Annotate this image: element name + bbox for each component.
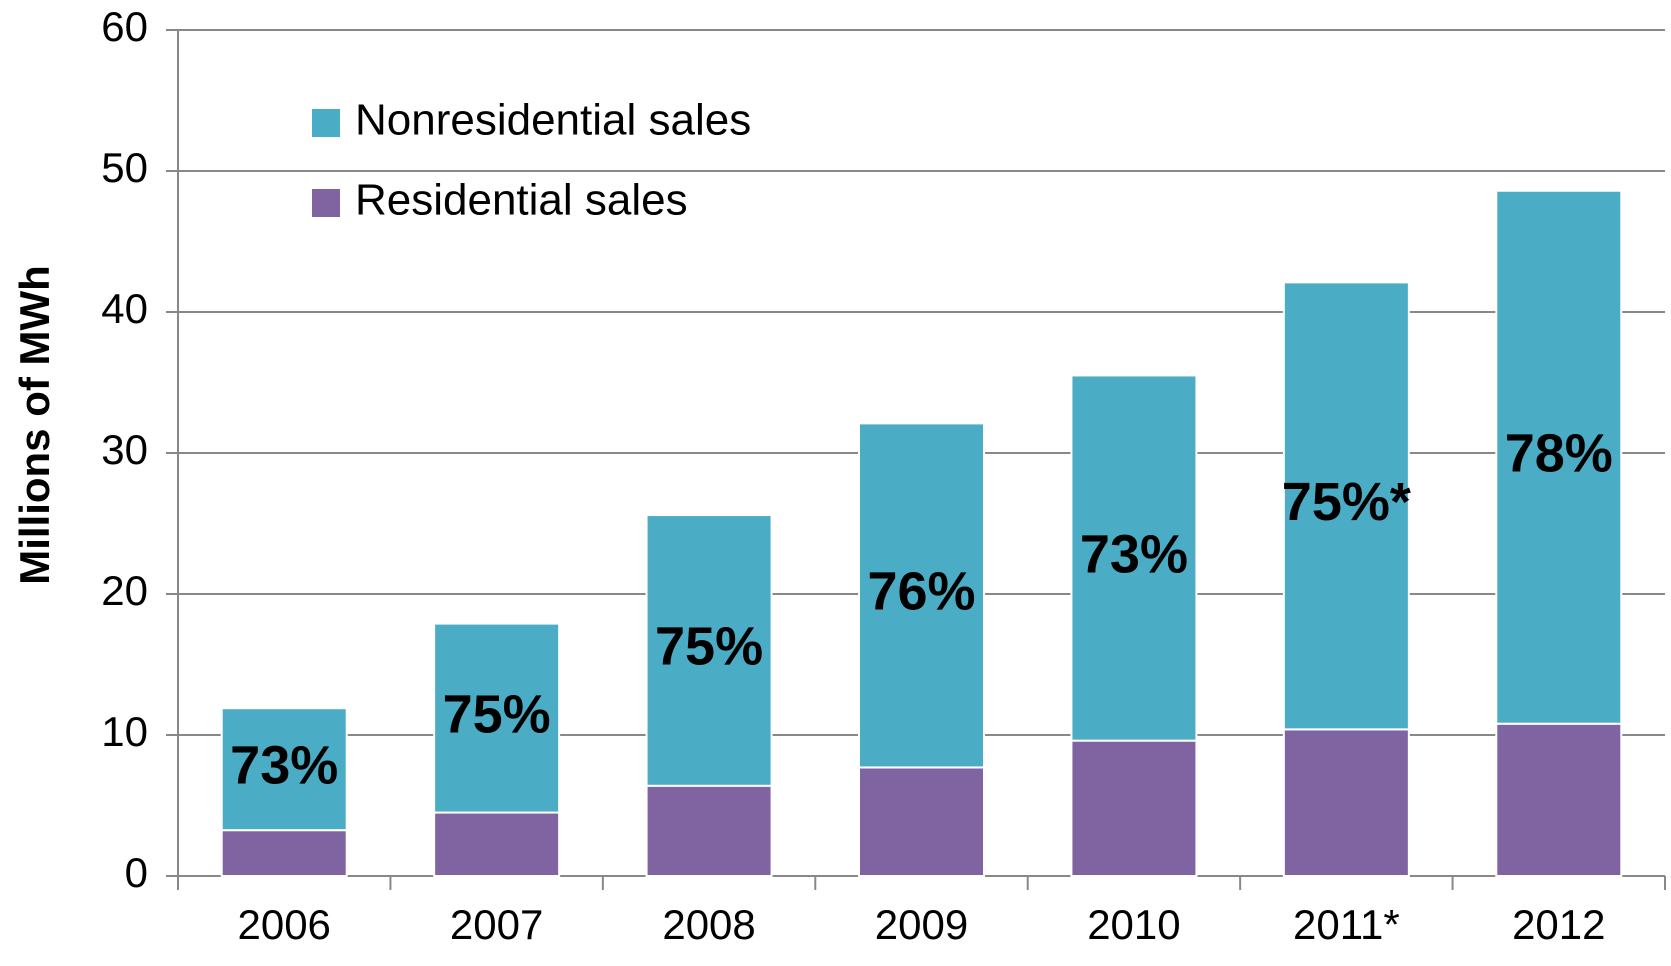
share-label: 76%: [867, 562, 975, 622]
bar-segment: [645, 784, 773, 878]
share-label: 78%: [1505, 423, 1613, 483]
share-label: 75%*: [1282, 472, 1411, 532]
bar-segment: [1070, 739, 1198, 878]
share-label: 73%: [1080, 524, 1188, 584]
y-tick-label: 50: [101, 144, 148, 191]
y-tick-label: 10: [101, 708, 148, 755]
legend-label: Residential sales: [355, 176, 688, 225]
y-axis-label: Millions of MWh: [11, 265, 58, 585]
y-tick-label: 60: [101, 3, 148, 50]
bar-segment: [433, 622, 561, 814]
x-tick-label: 2012: [1512, 901, 1605, 948]
bar-segment: [220, 707, 348, 832]
bar-segment: [645, 514, 773, 787]
bar-segment: [1282, 281, 1410, 731]
bar-segment: [1070, 374, 1198, 742]
x-tick-label: 2011*: [1293, 901, 1400, 948]
legend-swatch: [312, 109, 340, 137]
bar-segment: [858, 766, 985, 877]
x-tick-label: 2009: [875, 901, 968, 948]
y-tick-label: 0: [125, 849, 148, 896]
legend-label: Nonresidential sales: [355, 96, 751, 145]
x-tick-label: 2010: [1087, 901, 1180, 948]
share-label: 73%: [230, 735, 338, 795]
y-tick-label: 30: [101, 426, 148, 473]
share-label: 75%: [443, 684, 551, 744]
bar-segment: [433, 811, 561, 877]
share-label: 75%: [655, 617, 763, 677]
bar-segment: [1282, 728, 1410, 877]
bar-segment: [858, 422, 985, 769]
y-tick-label: 40: [101, 285, 148, 332]
bar-segment: [220, 829, 348, 877]
x-tick-label: 2008: [662, 901, 755, 948]
bar-segment: [1495, 722, 1623, 877]
x-tick-label: 2006: [237, 901, 330, 948]
bar-segment: [1495, 189, 1623, 725]
legend-swatch: [312, 189, 340, 217]
y-tick-label: 20: [101, 567, 148, 614]
x-tick-label: 2007: [450, 901, 543, 948]
